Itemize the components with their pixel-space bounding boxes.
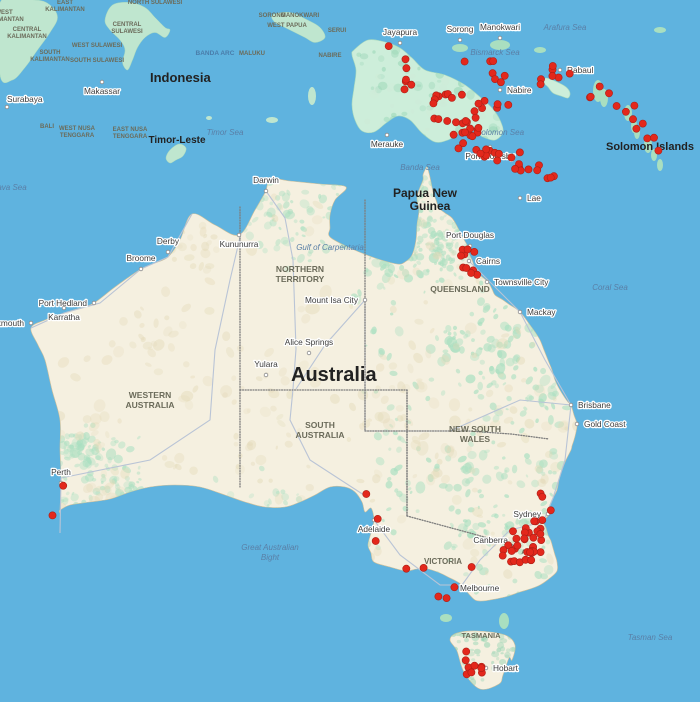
svg-text:TENGGARA: TENGGARA: [113, 134, 148, 140]
svg-text:Exmouth: Exmouth: [0, 318, 24, 328]
svg-text:Gold Coast: Gold Coast: [584, 419, 626, 429]
svg-text:CENTRAL: CENTRAL: [113, 22, 142, 28]
svg-text:Mackay: Mackay: [527, 307, 556, 317]
svg-text:Manokwari: Manokwari: [480, 22, 520, 32]
svg-text:Yulara: Yulara: [254, 359, 278, 369]
svg-text:TENGGARA: TENGGARA: [60, 133, 95, 139]
svg-text:Nabire: Nabire: [507, 85, 532, 95]
svg-text:Solomon Islands: Solomon Islands: [606, 141, 694, 153]
svg-text:SOUTH: SOUTH: [40, 50, 61, 56]
svg-text:Adelaide: Adelaide: [358, 524, 391, 534]
svg-text:WESTERN: WESTERN: [129, 390, 172, 400]
svg-text:Merauke: Merauke: [371, 139, 404, 149]
svg-text:WEST PAPUA: WEST PAPUA: [267, 23, 307, 29]
svg-text:KALIMANTAN: KALIMANTAN: [30, 57, 70, 63]
svg-text:Port Douglas: Port Douglas: [446, 230, 494, 240]
svg-text:Banda Sea: Banda Sea: [400, 163, 440, 172]
svg-text:Solomon Sea: Solomon Sea: [476, 128, 525, 137]
svg-text:Java Sea: Java Sea: [0, 183, 27, 192]
svg-text:Kununurra: Kununurra: [220, 239, 259, 249]
svg-text:SOUTH SULAWESI: SOUTH SULAWESI: [70, 58, 124, 64]
svg-text:Lae: Lae: [527, 193, 541, 203]
svg-text:Sydney: Sydney: [513, 509, 542, 519]
svg-text:AUSTRALIA: AUSTRALIA: [295, 430, 344, 440]
svg-text:MALUKU: MALUKU: [239, 51, 265, 57]
svg-text:WALES: WALES: [460, 434, 491, 444]
svg-text:SERUI: SERUI: [328, 28, 347, 34]
svg-text:Arafura Sea: Arafura Sea: [543, 23, 587, 32]
svg-text:Coral Sea: Coral Sea: [592, 283, 628, 292]
svg-text:Indonesia: Indonesia: [150, 70, 211, 85]
svg-text:TASMANIA: TASMANIA: [461, 631, 501, 640]
svg-text:KALIMANTAN: KALIMANTAN: [0, 17, 24, 23]
svg-text:Bismarck Sea: Bismarck Sea: [470, 48, 520, 57]
svg-text:NORTHERN: NORTHERN: [276, 264, 324, 274]
svg-text:EAST NUSA: EAST NUSA: [113, 127, 148, 133]
svg-text:Surabaya: Surabaya: [7, 94, 43, 104]
svg-text:BALI: BALI: [40, 124, 54, 130]
svg-text:WEST SULAWESI: WEST SULAWESI: [72, 43, 123, 49]
svg-text:SULAWESI: SULAWESI: [111, 29, 143, 35]
svg-text:BANDA ARC: BANDA ARC: [196, 50, 235, 57]
svg-text:Darwin: Darwin: [253, 175, 279, 185]
svg-text:VICTORIA: VICTORIA: [424, 557, 462, 566]
svg-text:Timor Sea: Timor Sea: [207, 128, 244, 137]
svg-text:AUSTRALIA: AUSTRALIA: [125, 400, 174, 410]
svg-text:WEST NUSA: WEST NUSA: [59, 126, 96, 132]
svg-text:Hobart: Hobart: [493, 663, 519, 673]
svg-text:Great Australian: Great Australian: [241, 543, 299, 552]
svg-text:Guinea: Guinea: [410, 199, 451, 213]
svg-text:CENTRAL: CENTRAL: [13, 27, 42, 33]
svg-text:SOUTH: SOUTH: [305, 420, 335, 430]
svg-text:WEST: WEST: [0, 10, 13, 16]
svg-text:MANOKWARI: MANOKWARI: [281, 13, 320, 19]
svg-text:NABIRE: NABIRE: [318, 53, 341, 59]
svg-text:Mount Isa City: Mount Isa City: [305, 295, 359, 305]
svg-text:NORTH SULAWESI: NORTH SULAWESI: [128, 0, 183, 6]
svg-text:EAST: EAST: [57, 0, 73, 6]
svg-text:Makassar: Makassar: [84, 86, 120, 96]
svg-text:KALIMANTAN: KALIMANTAN: [45, 7, 85, 13]
svg-text:Cairns: Cairns: [476, 256, 500, 266]
svg-text:Perth: Perth: [51, 467, 71, 477]
svg-text:Tasman Sea: Tasman Sea: [628, 633, 673, 642]
svg-text:Papua New: Papua New: [393, 186, 458, 200]
svg-text:Brisbane: Brisbane: [578, 400, 611, 410]
svg-text:Jayapura: Jayapura: [383, 27, 418, 37]
svg-text:Canberra: Canberra: [473, 535, 508, 545]
svg-text:Derby: Derby: [157, 236, 180, 246]
svg-text:Alice Springs: Alice Springs: [285, 337, 333, 347]
svg-text:Australia: Australia: [291, 364, 377, 386]
svg-text:KALIMANTAN: KALIMANTAN: [7, 34, 47, 40]
svg-text:TERRITORY: TERRITORY: [276, 274, 325, 284]
svg-text:Sorong: Sorong: [447, 24, 474, 34]
svg-text:Broome: Broome: [126, 253, 155, 263]
svg-text:NEW SOUTH: NEW SOUTH: [449, 424, 501, 434]
svg-text:Townsville City: Townsville City: [494, 277, 549, 287]
svg-text:Bight: Bight: [261, 553, 280, 562]
svg-text:Melbourne: Melbourne: [460, 583, 500, 593]
svg-text:Timor-Leste: Timor-Leste: [148, 135, 205, 146]
svg-text:Karratha: Karratha: [48, 312, 80, 322]
svg-text:Gulf of Carpentaria: Gulf of Carpentaria: [296, 243, 364, 252]
svg-text:QUEENSLAND: QUEENSLAND: [430, 284, 490, 294]
